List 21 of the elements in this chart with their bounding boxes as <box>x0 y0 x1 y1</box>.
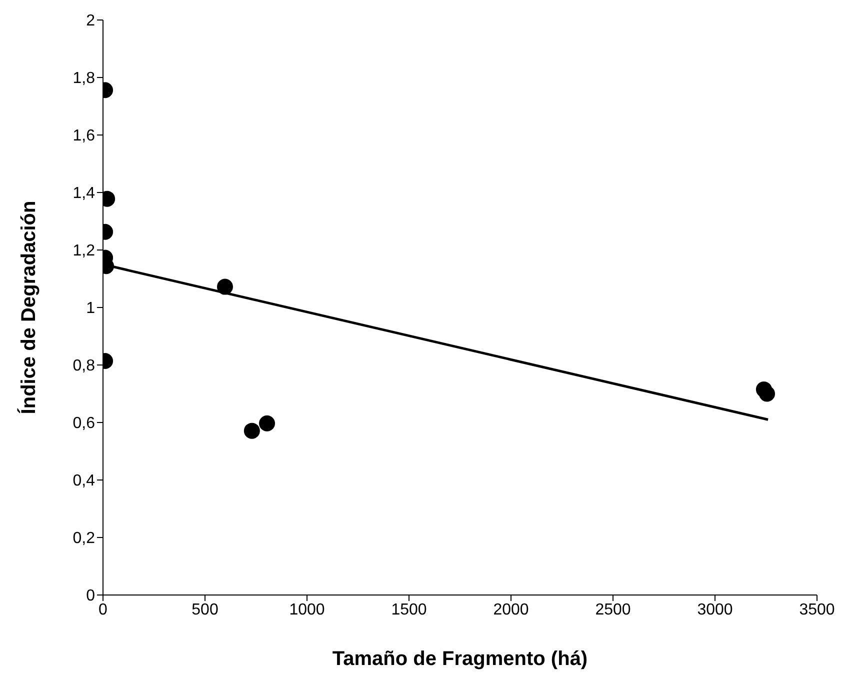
x-tick-label: 2000 <box>493 601 529 618</box>
x-tick-label: 3500 <box>799 601 835 618</box>
x-tick-label: 1000 <box>289 601 325 618</box>
y-tick-label: 0,6 <box>72 415 96 432</box>
x-tick-label: 0 <box>98 601 108 618</box>
y-tick-label: 1,8 <box>72 70 96 88</box>
y-axis-title: Índice de Degradación <box>17 200 40 414</box>
y-tick-label: 1,4 <box>72 185 96 202</box>
y-tick-label: 1,2 <box>72 242 96 260</box>
x-tick-label: 500 <box>192 601 218 618</box>
y-tick-label: 0,2 <box>72 530 96 548</box>
y-tick-label: 0 <box>86 588 96 605</box>
y-tick-label: 1 <box>86 300 96 318</box>
y-tick-label: 2 <box>86 12 96 30</box>
y-tick-label: 0,8 <box>72 358 96 375</box>
y-tick-label: 1,6 <box>72 128 96 145</box>
x-tick-label: 2500 <box>595 601 631 618</box>
x-tick-label: 3000 <box>697 601 733 618</box>
x-axis-title: Tamaño de Fragmento (há) <box>332 648 588 670</box>
x-tick-label: 1500 <box>391 601 427 618</box>
y-tick-label: 0,4 <box>72 472 96 490</box>
